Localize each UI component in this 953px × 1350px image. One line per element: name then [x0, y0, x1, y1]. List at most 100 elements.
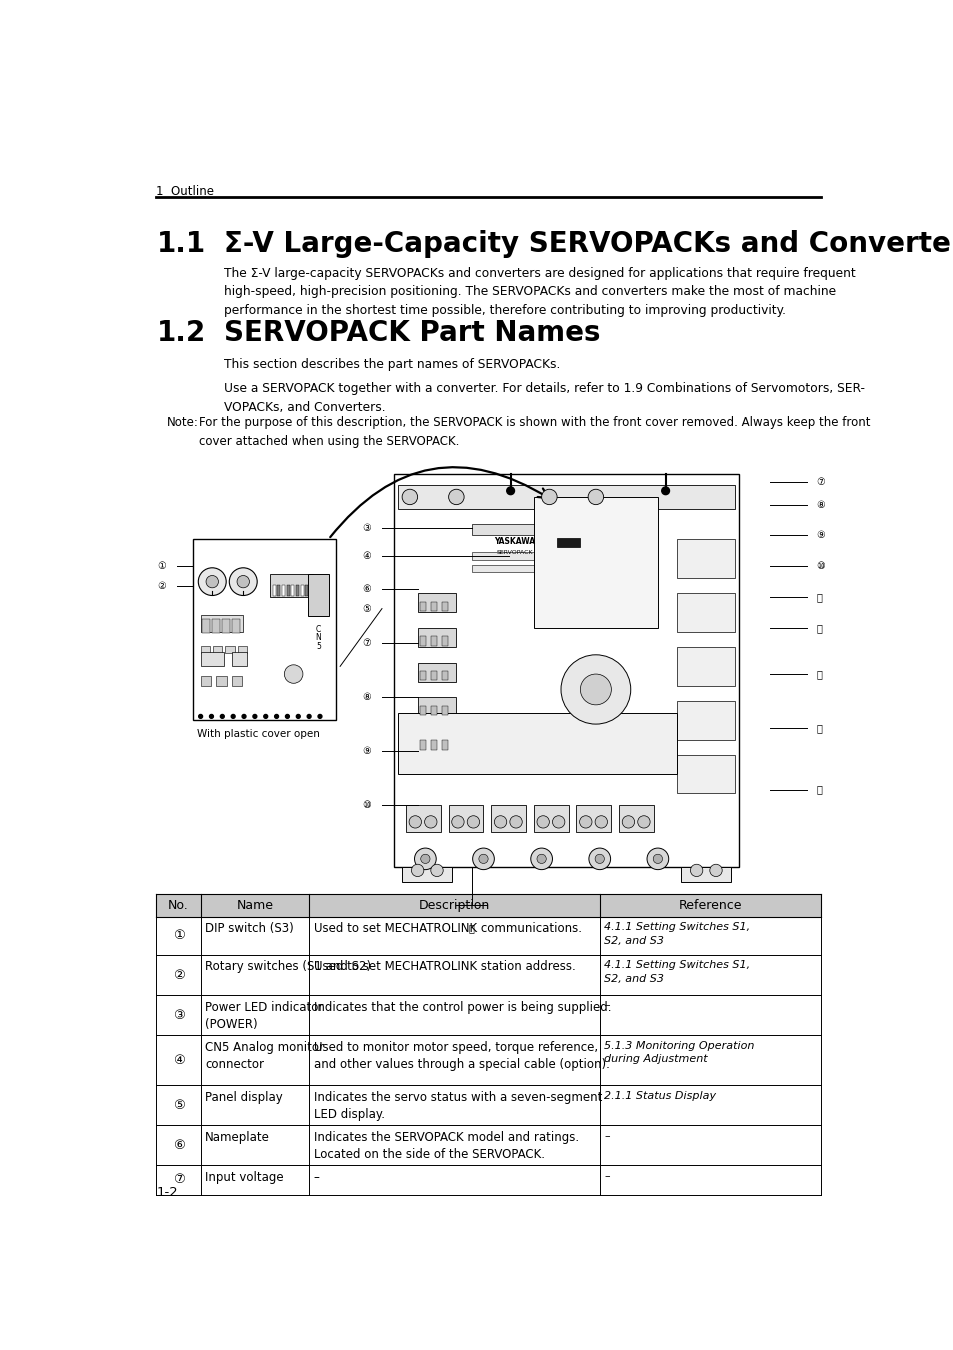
Bar — [237, 645, 247, 653]
Bar — [300, 585, 303, 595]
Circle shape — [552, 815, 564, 828]
Text: Σ-V Large-Capacity SERVOPACKs and Converters: Σ-V Large-Capacity SERVOPACKs and Conver… — [224, 230, 953, 258]
Circle shape — [661, 487, 669, 494]
Bar — [156, 1035, 821, 1085]
Bar — [472, 552, 534, 560]
Text: ③: ③ — [362, 522, 371, 533]
Text: Name: Name — [236, 899, 274, 911]
Circle shape — [431, 864, 443, 876]
Text: ④: ④ — [362, 551, 371, 562]
Text: –: – — [314, 1170, 319, 1184]
Circle shape — [621, 815, 634, 828]
Bar — [491, 805, 525, 832]
Text: No.: No. — [168, 899, 189, 911]
Text: ⑩: ⑩ — [816, 562, 824, 571]
Circle shape — [690, 864, 702, 876]
Text: ⑨: ⑨ — [362, 747, 371, 756]
Text: ④: ④ — [172, 1054, 184, 1067]
Text: Panel display: Panel display — [205, 1091, 283, 1103]
Text: Nameplate: Nameplate — [205, 1131, 270, 1143]
Bar — [200, 645, 210, 653]
Circle shape — [285, 714, 289, 718]
Bar — [680, 867, 731, 882]
Circle shape — [709, 864, 721, 876]
Text: –: – — [604, 1000, 609, 1011]
Text: ⑧: ⑧ — [816, 500, 824, 510]
Circle shape — [424, 815, 436, 828]
Text: CN5 Analog monitor
connector: CN5 Analog monitor connector — [205, 1041, 324, 1071]
Text: Reference: Reference — [679, 899, 741, 911]
Bar — [232, 652, 247, 667]
Circle shape — [231, 714, 234, 718]
Text: 1.1: 1.1 — [156, 230, 205, 258]
Text: SERVOPACK: SERVOPACK — [496, 549, 533, 555]
Text: Use a SERVOPACK together with a converter. For details, refer to 1.9 Combination: Use a SERVOPACK together with a converte… — [224, 382, 864, 413]
Text: Power LED indicator
(POWER): Power LED indicator (POWER) — [205, 1000, 323, 1031]
Circle shape — [307, 714, 311, 718]
Bar — [441, 740, 447, 749]
Bar — [212, 620, 220, 633]
Text: ⑧: ⑧ — [362, 693, 371, 702]
Circle shape — [210, 714, 213, 718]
Text: Used to set MECHATROLINK communications.: Used to set MECHATROLINK communications. — [314, 922, 581, 936]
Bar — [419, 636, 426, 645]
Bar — [417, 593, 456, 613]
Bar — [216, 676, 227, 686]
Text: ⑦: ⑦ — [816, 477, 824, 486]
Text: Indicates the SERVOPACK model and ratings.
Located on the side of the SERVOPACK.: Indicates the SERVOPACK model and rating… — [314, 1131, 578, 1161]
Circle shape — [220, 714, 224, 718]
Text: Description: Description — [418, 899, 490, 911]
Bar — [618, 805, 654, 832]
Bar — [200, 652, 224, 667]
Circle shape — [317, 714, 321, 718]
Bar — [417, 732, 456, 751]
Text: ②: ② — [157, 580, 166, 590]
Text: ⑨: ⑨ — [816, 531, 824, 540]
Bar — [419, 740, 426, 749]
Bar — [397, 486, 735, 509]
Bar — [156, 1165, 821, 1195]
Bar — [222, 620, 230, 633]
Text: ①: ① — [172, 929, 184, 942]
Circle shape — [242, 714, 246, 718]
Circle shape — [588, 848, 610, 869]
Text: 4.1.1 Setting Switches S1,
S2, and S3: 4.1.1 Setting Switches S1, S2, and S3 — [604, 922, 750, 945]
Bar — [307, 574, 329, 617]
Text: 2.1.1 Status Display: 2.1.1 Status Display — [604, 1091, 716, 1100]
Bar — [156, 917, 821, 954]
Circle shape — [420, 855, 430, 864]
Bar — [534, 497, 658, 628]
Text: ⑫: ⑫ — [816, 622, 821, 633]
Text: ⑦: ⑦ — [172, 1173, 184, 1187]
Bar — [677, 701, 735, 740]
Text: ⑮: ⑮ — [816, 784, 821, 795]
Text: ⑦: ⑦ — [362, 639, 371, 648]
Text: –: – — [604, 1170, 609, 1181]
Circle shape — [198, 568, 226, 595]
Bar — [441, 706, 447, 716]
Circle shape — [206, 575, 218, 587]
Circle shape — [229, 568, 257, 595]
Text: 1.2: 1.2 — [156, 319, 206, 347]
Circle shape — [646, 848, 668, 869]
FancyArrowPatch shape — [330, 467, 548, 537]
Bar — [156, 894, 821, 917]
Circle shape — [653, 855, 661, 864]
Bar — [233, 620, 240, 633]
Circle shape — [537, 855, 546, 864]
Text: Indicates the servo status with a seven-segment
LED display.: Indicates the servo status with a seven-… — [314, 1091, 601, 1120]
Circle shape — [253, 714, 256, 718]
Circle shape — [284, 664, 303, 683]
Bar — [448, 805, 483, 832]
Bar — [472, 524, 557, 536]
Bar — [417, 697, 456, 717]
Bar — [419, 671, 426, 680]
Circle shape — [411, 864, 423, 876]
Text: ⑯: ⑯ — [469, 923, 475, 933]
Text: Indicates that the control power is being supplied.: Indicates that the control power is bein… — [314, 1000, 611, 1014]
Bar — [193, 539, 335, 721]
Bar — [156, 954, 821, 995]
Text: Input voltage: Input voltage — [205, 1170, 284, 1184]
Text: C
N
5: C N 5 — [315, 625, 321, 651]
Text: 5.1.3 Monitoring Operation
during Adjustment: 5.1.3 Monitoring Operation during Adjust… — [604, 1041, 754, 1064]
